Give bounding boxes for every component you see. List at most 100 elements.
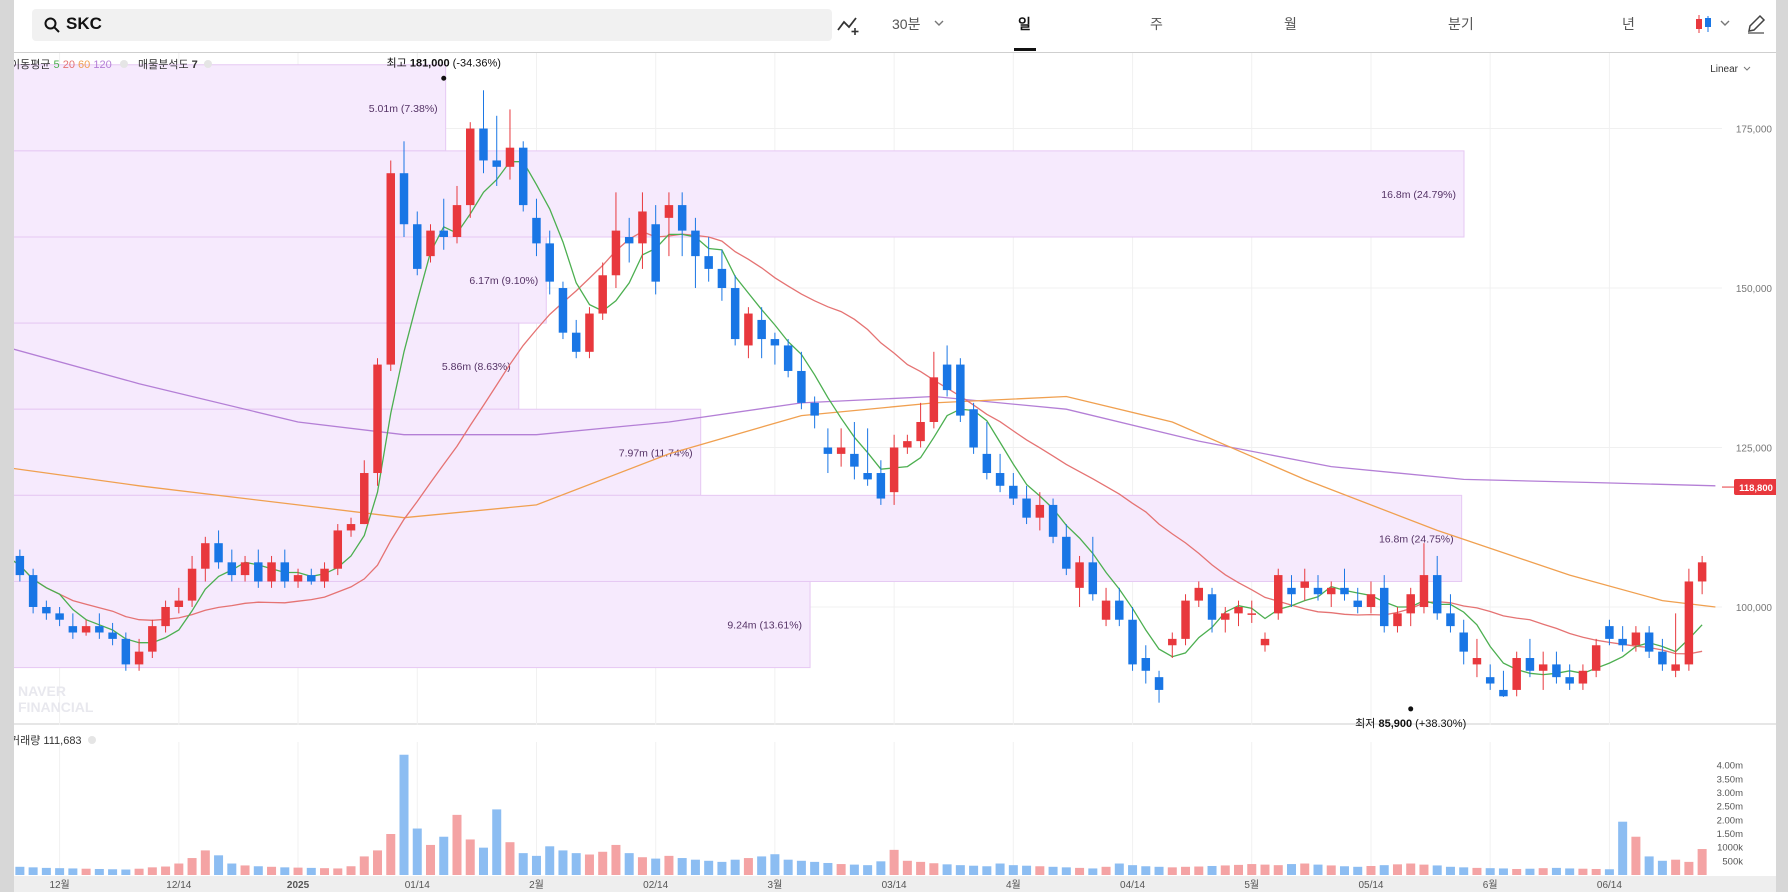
candle-body	[744, 313, 753, 346]
volume-bar	[1167, 867, 1177, 875]
volume-bar	[1101, 866, 1111, 875]
candle-body	[929, 377, 939, 422]
volume-bar	[783, 859, 793, 875]
volume-bar	[425, 844, 436, 875]
volume-tick-label: 4.00m	[1717, 761, 1743, 772]
candle-body	[254, 562, 263, 582]
candle-body	[942, 364, 952, 391]
candlestick-type-icon[interactable]	[1694, 13, 1716, 35]
candle-body	[307, 575, 316, 582]
candle-body	[426, 230, 435, 257]
volume-legend: 거래량 111,683	[10, 734, 82, 747]
candle-body	[280, 562, 290, 582]
volume-bar	[1154, 866, 1164, 875]
volume-bar	[1578, 868, 1588, 875]
volume-profile-bar	[0, 236, 547, 324]
volume-bar	[1525, 868, 1535, 875]
volume-bar	[240, 865, 250, 875]
volume-bar	[55, 868, 65, 875]
chevron-down-icon[interactable]	[1720, 19, 1730, 27]
candle-body	[889, 447, 899, 493]
volume-bar	[902, 860, 912, 875]
candle-body	[969, 409, 978, 448]
volume-tick-label: 500k	[1722, 856, 1743, 867]
candle-body	[161, 606, 170, 627]
candle-body	[1631, 632, 1641, 646]
candle-body	[1088, 562, 1098, 595]
volume-bar	[1339, 866, 1349, 875]
volume-bar	[492, 809, 502, 875]
volume-tick-label: 1.50m	[1717, 829, 1743, 840]
volume-bar	[624, 853, 634, 875]
volume-bar	[1207, 865, 1217, 875]
volume-bar	[1419, 864, 1429, 875]
candle-body	[293, 575, 303, 582]
candle-body	[1472, 658, 1482, 665]
candle-body	[1393, 613, 1402, 627]
volume-bar	[929, 863, 939, 875]
volume-bar	[982, 866, 992, 875]
candle-body	[611, 230, 621, 276]
volume-bar	[1512, 868, 1522, 875]
candle-body	[598, 275, 607, 314]
volume-bar	[1538, 868, 1548, 875]
volume-bar	[1313, 864, 1323, 875]
drawing-tool-icon[interactable]	[836, 14, 862, 36]
volume-bar	[1591, 868, 1601, 875]
volume-bar	[849, 864, 859, 875]
candle-body	[1181, 600, 1190, 639]
candle-body	[571, 332, 581, 352]
search-icon	[44, 17, 60, 33]
candle-body	[108, 632, 117, 639]
candle-body	[1552, 664, 1561, 678]
volume-bar	[1008, 865, 1018, 875]
x-tick-label: 05/14	[1358, 880, 1383, 891]
candle-body	[1274, 575, 1283, 614]
interval-week[interactable]: 주	[1150, 16, 1163, 32]
volume-bar	[373, 850, 383, 875]
chevron-down-icon[interactable]	[934, 19, 944, 27]
interval-quarter[interactable]: 분기	[1448, 16, 1474, 32]
pencil-icon[interactable]	[1746, 14, 1766, 34]
volume-bar	[1234, 864, 1244, 875]
volume-bar	[253, 866, 263, 875]
volume-bar	[68, 868, 78, 875]
candle-body	[439, 230, 448, 237]
candle-body	[1075, 562, 1084, 588]
search-input[interactable]: SKC	[32, 9, 832, 41]
candle-body	[1578, 670, 1588, 684]
interval-30min[interactable]: 30분	[892, 16, 921, 32]
candle-body	[1168, 638, 1177, 646]
interval-month[interactable]: 월	[1284, 16, 1297, 32]
volume-bar	[1273, 865, 1283, 875]
candle-body	[1538, 664, 1548, 671]
volume-bar	[1432, 865, 1442, 875]
volume-bar	[1485, 868, 1495, 875]
volume-profile-label: 16.8m (24.79%)	[1381, 189, 1456, 201]
volume-bar	[796, 860, 806, 875]
volume-profile-label: 5.01m (7.38%)	[369, 103, 438, 115]
volume-bar	[200, 850, 210, 875]
x-tick-label: 01/14	[405, 880, 430, 891]
candle-body	[995, 473, 1005, 486]
candle-body	[240, 562, 250, 576]
volume-bar	[320, 868, 330, 875]
volume-bar	[1406, 863, 1416, 875]
volume-bar	[293, 867, 303, 875]
interval-day[interactable]: 일	[1018, 16, 1031, 32]
interval-year[interactable]: 년	[1622, 16, 1635, 32]
candle-body	[1141, 658, 1151, 671]
candle-body	[863, 473, 872, 480]
volume-bar	[280, 867, 290, 875]
candle-body	[1062, 536, 1071, 569]
candle-body	[413, 224, 422, 269]
volume-bar	[505, 842, 515, 875]
volume-bar	[1286, 864, 1297, 875]
candle-body	[1247, 613, 1257, 615]
volume-bar	[121, 869, 131, 875]
candle-body	[1207, 594, 1217, 620]
volume-bar	[1551, 867, 1561, 875]
volume-bar	[108, 869, 118, 875]
volume-bar	[810, 861, 820, 875]
